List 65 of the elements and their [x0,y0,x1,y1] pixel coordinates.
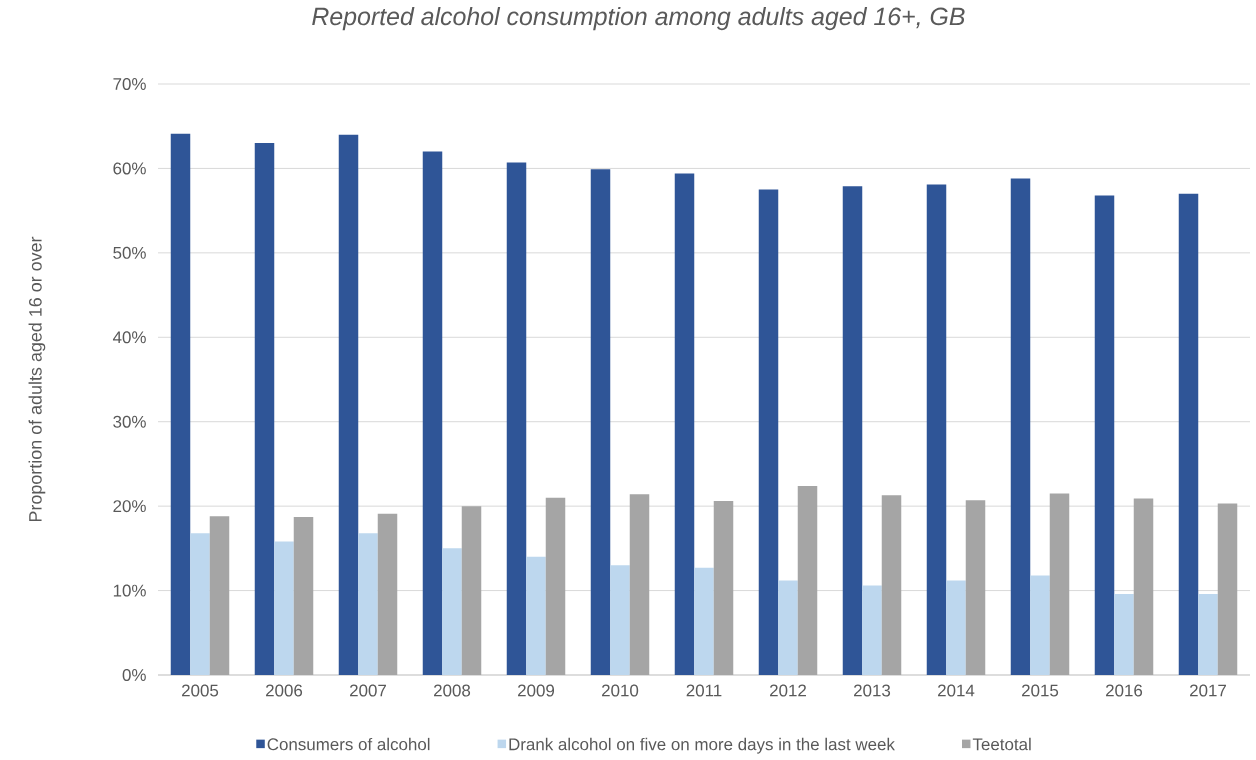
bar [377,513,398,675]
x-tick-label: 2009 [518,684,555,697]
y-tick-label: 70% [113,78,146,90]
bar [293,517,314,675]
bar [1010,178,1031,675]
bar [590,169,611,675]
bar [461,506,482,675]
x-tick-label: 2010 [602,684,639,697]
x-tick-label: 2007 [350,684,386,697]
x-tick-label: 2017 [1190,684,1226,697]
bar [1094,195,1115,675]
x-tick-label: 2008 [434,684,471,697]
bar [190,533,210,675]
bar [254,143,275,675]
bar [1114,593,1134,675]
bar [1217,503,1238,675]
legend-label: Consumers of alcohol [267,737,430,751]
bar [758,189,779,675]
bar [1133,498,1154,675]
bar [946,580,966,675]
bar [842,186,863,675]
x-tick-label: 2015 [1022,684,1059,697]
x-tick-label: 2012 [770,684,806,697]
bar [610,565,630,675]
bar [1030,575,1050,675]
chart-title: Reported alcohol consumption among adults aged 16+, GB [312,6,965,31]
bar [170,133,191,675]
bar [422,151,443,675]
bar [1049,493,1070,675]
legend-label: Drank alcohol on five on more days in the last week [509,737,895,754]
bar [778,580,798,675]
bar [1178,193,1199,675]
bar [526,556,546,675]
bar [965,500,986,675]
bar [545,497,566,675]
x-tick-label: 2011 [686,684,722,697]
bar [1198,593,1218,675]
y-tick-label: 20% [113,500,146,513]
bar [506,162,527,675]
bar [674,173,695,675]
y-tick-label: 60% [113,162,146,175]
bar [274,541,294,675]
y-tick-label: 0% [122,669,146,681]
bar [629,494,650,675]
bar [797,485,818,675]
bar [694,567,714,675]
bar [926,184,947,675]
y-tick-label: 40% [112,331,146,344]
x-tick-label: 2013 [854,684,891,697]
y-tick-label: 30% [113,415,146,428]
bar [442,548,462,675]
x-tick-label: 2014 [938,684,975,697]
x-tick-label: 2005 [182,684,219,697]
bar [338,134,359,675]
bar [358,533,378,675]
y-tick-label: 10% [113,584,146,597]
bar [881,495,902,675]
bar [209,516,230,675]
bar [862,585,882,675]
x-tick-label: 2006 [266,684,303,697]
x-tick-label: 2016 [1106,684,1143,697]
y-axis-title: Proportion of adults aged 16 or over [28,236,46,522]
y-tick-label: 50% [113,246,146,259]
legend-label: Teetotal [972,737,1031,751]
bar [713,501,734,675]
